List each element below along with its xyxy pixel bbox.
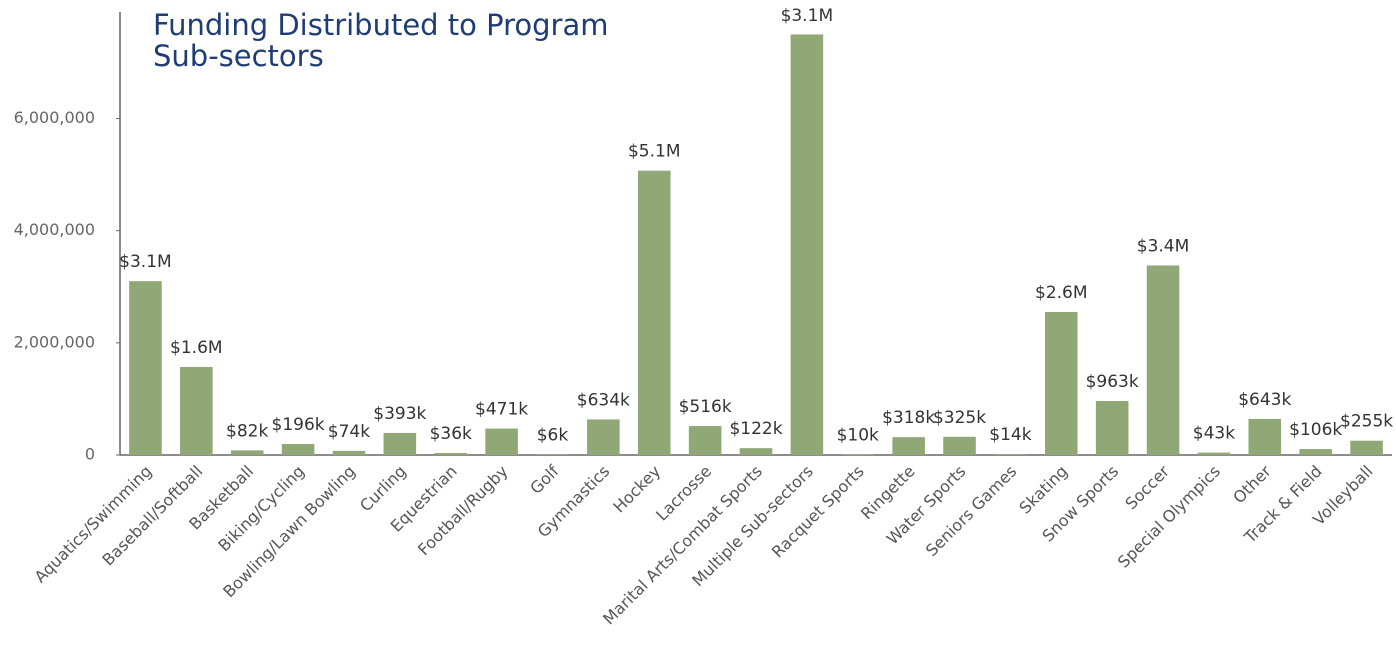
- x-tick-label: Racquet Sports: [768, 462, 868, 562]
- x-tick-label: Golf: [526, 461, 563, 498]
- value-label: $516k: [679, 397, 732, 417]
- value-label: $106k: [1289, 420, 1342, 440]
- value-label: $325k: [933, 408, 986, 428]
- bar: [281, 444, 315, 455]
- chart-title: Funding Distributed to Program Sub-secto…: [153, 8, 609, 73]
- value-label: $471k: [475, 400, 528, 420]
- bar: [332, 450, 366, 455]
- value-label: $643k: [1238, 390, 1291, 410]
- bar: [790, 34, 824, 455]
- value-label: $393k: [373, 404, 426, 424]
- bar: [892, 437, 925, 455]
- bar: [485, 428, 518, 455]
- y-tick-label: 2,000,000: [14, 332, 95, 351]
- bar: [943, 436, 976, 455]
- value-label: $5.1M: [628, 142, 681, 162]
- value-label: $10k: [837, 425, 879, 445]
- bar: [383, 432, 417, 455]
- value-label: $634k: [577, 390, 630, 410]
- value-label: $36k: [430, 424, 472, 444]
- value-label: $43k: [1193, 424, 1235, 444]
- y-tick-label: 0: [85, 445, 95, 464]
- value-label: $2.6M: [1035, 283, 1088, 303]
- bar: [1146, 265, 1180, 455]
- bar: [1197, 452, 1231, 455]
- value-label: $318k: [882, 408, 935, 428]
- value-label: $255k: [1340, 412, 1393, 432]
- bar: [1248, 418, 1282, 455]
- y-tick-label: 4,000,000: [14, 220, 95, 239]
- value-label: $82k: [226, 421, 268, 441]
- x-tick-label: Seniors Games: [922, 462, 1021, 561]
- bar: [1350, 440, 1383, 455]
- value-label: $196k: [272, 415, 325, 435]
- bar: [1299, 449, 1332, 455]
- value-label: $3.4M: [1137, 236, 1190, 256]
- annotation: $3.1M: [781, 6, 834, 26]
- bar: [129, 281, 162, 455]
- bar: [841, 454, 875, 455]
- bar: [180, 366, 213, 455]
- bar: [1044, 312, 1078, 455]
- value-label: $14k: [989, 425, 1031, 445]
- bar: [637, 170, 671, 455]
- value-label: $122k: [729, 419, 782, 439]
- y-tick-label: 6,000,000: [14, 108, 95, 127]
- bar: [587, 419, 620, 455]
- value-label: $1.6M: [170, 338, 223, 358]
- bar: [230, 450, 264, 455]
- value-label: $6k: [537, 426, 569, 446]
- bar: [739, 448, 773, 455]
- value-label: $3.1M: [119, 252, 172, 272]
- value-label: $963k: [1086, 372, 1139, 392]
- bar: [434, 452, 468, 455]
- x-tick-label: Football/Rugby: [414, 462, 512, 560]
- value-label: $74k: [328, 422, 370, 442]
- bar: [1095, 400, 1129, 455]
- bar: [994, 454, 1027, 455]
- x-tick-label: Other: [1229, 461, 1275, 507]
- bar: [688, 426, 722, 455]
